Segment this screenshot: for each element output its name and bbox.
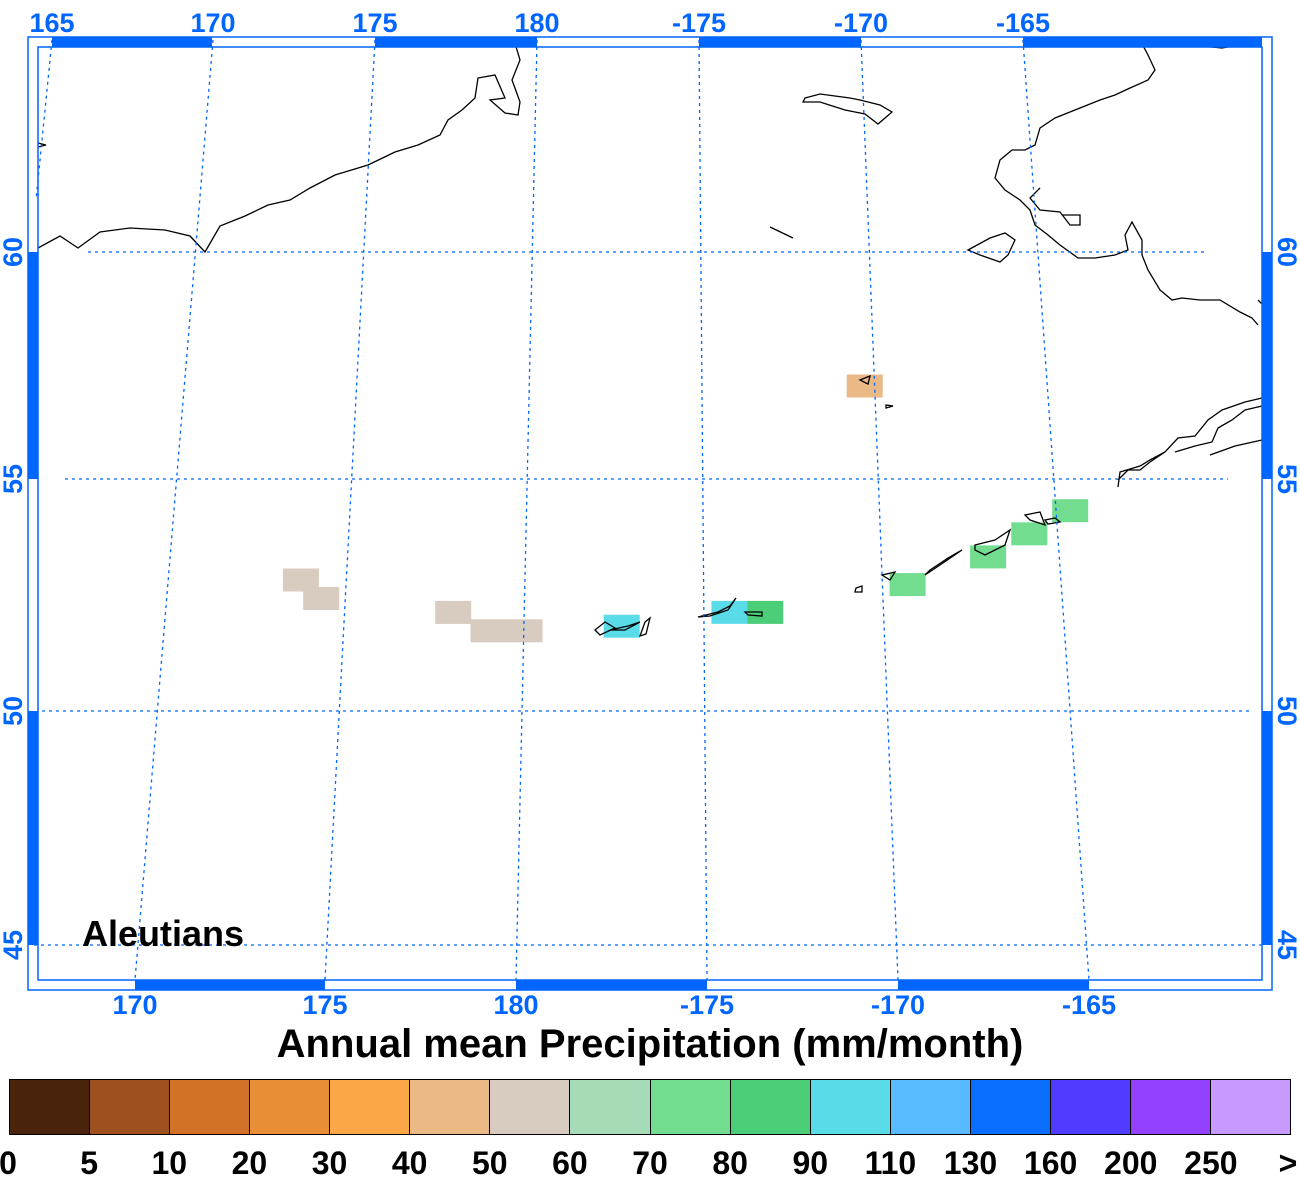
map-title: Annual mean Precipitation (mm/month)	[276, 1022, 1024, 1066]
colorbar-swatch	[170, 1080, 251, 1134]
bottom-lon-label: 180	[493, 990, 538, 1020]
coastline-alaska-peninsula	[1117, 397, 1263, 488]
coastline-pribilof-st-george	[885, 404, 894, 409]
coastlines	[37, 39, 1263, 638]
bottom-lon-label: -170	[871, 990, 925, 1020]
colorbar-swatch	[570, 1080, 651, 1134]
meridian-line	[1022, 39, 1090, 981]
colorbar-tick-label: >	[1278, 1145, 1298, 1181]
coastline-small-island-1	[769, 226, 794, 239]
colorbar-swatch	[1130, 1080, 1211, 1134]
top-lon-label: 165	[29, 8, 74, 38]
meridian-line	[515, 39, 538, 981]
colorbar-swatch	[730, 1080, 811, 1134]
meridian-line	[134, 39, 214, 981]
coastline-umnak	[924, 549, 963, 576]
top-lon-label: 170	[190, 8, 235, 38]
coastline-nunivak-island	[966, 232, 1016, 263]
coastline-unimak	[1043, 517, 1062, 525]
colorbar-labels: 0 5 10 20 30 40 50 60 70 80 90 110 130 160 200 250 >	[0, 1145, 1300, 1185]
bottom-lon-label: 175	[302, 990, 347, 1020]
colorbar-tick-label: 20	[231, 1145, 268, 1181]
left-lat-label: 60	[0, 237, 28, 267]
right-lat-label: 55	[1272, 464, 1300, 494]
colorbar-tick-label: 90	[792, 1145, 829, 1181]
coastline-siberia	[37, 39, 521, 254]
top-lon-label: 175	[352, 8, 397, 38]
colorbar-tick-label: 70	[632, 1145, 668, 1181]
colorbar-tick-label: 0	[0, 1145, 17, 1181]
colorbar-tick-label: 30	[311, 1145, 348, 1181]
precip-cell	[711, 600, 748, 624]
precipitation-cells	[282, 374, 1089, 643]
precip-cell	[470, 619, 507, 643]
colorbar-tick-label: 10	[151, 1145, 188, 1181]
coastline-alaska-north	[994, 39, 1263, 326]
precip-cell	[889, 573, 926, 597]
precip-cell	[303, 587, 340, 610]
coastline-pribilof-st-paul	[858, 374, 871, 385]
right-lat-label: 45	[1272, 930, 1300, 960]
colorbar-swatch	[10, 1080, 91, 1134]
colorbar-swatch	[810, 1080, 891, 1134]
precip-cell	[435, 600, 472, 624]
coastline-small-island-2	[1023, 511, 1047, 527]
right-lat-label: 50	[1272, 696, 1300, 726]
coastline-islands-mid	[854, 571, 897, 593]
bottom-lon-label: -165	[1062, 990, 1116, 1020]
map-frame	[27, 36, 1273, 991]
precipitation-map: 165 170 175 180 -175 -170 -165 170 175 1…	[0, 8, 1300, 1020]
colorbar-tick-label: 130	[943, 1145, 998, 1181]
precip-cell	[506, 619, 543, 643]
colorbar-tick-label: 5	[80, 1145, 99, 1181]
top-lon-label: 180	[514, 8, 559, 38]
precip-cell	[603, 614, 640, 638]
bottom-lon-label: -175	[680, 990, 734, 1020]
bottom-lon-label: 170	[112, 990, 157, 1020]
colorbar-swatch	[410, 1080, 491, 1134]
colorbar-swatch	[890, 1080, 971, 1134]
left-lat-label: 45	[0, 930, 28, 960]
colorbar-swatch	[250, 1080, 331, 1134]
colorbar-tick-label: 200	[1104, 1145, 1158, 1181]
colorbar-tick-label: 250	[1184, 1145, 1238, 1181]
colorbar-swatch	[1210, 1080, 1290, 1134]
coastline-unalaska	[974, 528, 1012, 556]
colorbar-tick-label: 80	[712, 1145, 748, 1181]
colorbar-tick-label: 160	[1023, 1145, 1078, 1181]
colorbar-swatch	[330, 1080, 411, 1134]
meridian-line	[324, 39, 376, 981]
colorbar-swatch	[490, 1080, 571, 1134]
coastline-alaska-bay-detail	[1029, 187, 1081, 226]
colorbar-tick-label: 50	[471, 1145, 508, 1181]
top-lon-label: -165	[996, 8, 1050, 38]
precip-cell	[846, 374, 883, 398]
precip-cell	[282, 568, 319, 592]
right-lat-label: 60	[1272, 237, 1300, 267]
meridian-line	[698, 39, 708, 981]
region-label: Aleutians	[82, 913, 244, 954]
precip-cell	[1052, 499, 1089, 523]
colorbar	[9, 1079, 1291, 1135]
colorbar-tick-label: 60	[552, 1145, 588, 1181]
coastline-adak	[594, 616, 652, 638]
colorbar-swatch	[970, 1080, 1051, 1134]
precip-cell	[1011, 522, 1048, 546]
coastline-st-lawrence-island	[801, 93, 894, 125]
colorbar-tick-label: 40	[391, 1145, 428, 1181]
colorbar-swatch	[650, 1080, 731, 1134]
left-lat-label: 55	[0, 464, 28, 494]
precip-cell	[970, 545, 1007, 569]
coastline-atka	[697, 597, 763, 618]
precip-cell	[747, 600, 784, 624]
colorbar-swatch	[1050, 1080, 1131, 1134]
top-lon-label: -175	[672, 8, 726, 38]
colorbar-swatch	[90, 1080, 171, 1134]
top-lon-label: -170	[834, 8, 888, 38]
colorbar-tick-label: 110	[864, 1145, 917, 1181]
meridian-line	[860, 39, 899, 981]
coastline-west-edge	[37, 142, 47, 148]
left-lat-label: 50	[0, 696, 28, 726]
